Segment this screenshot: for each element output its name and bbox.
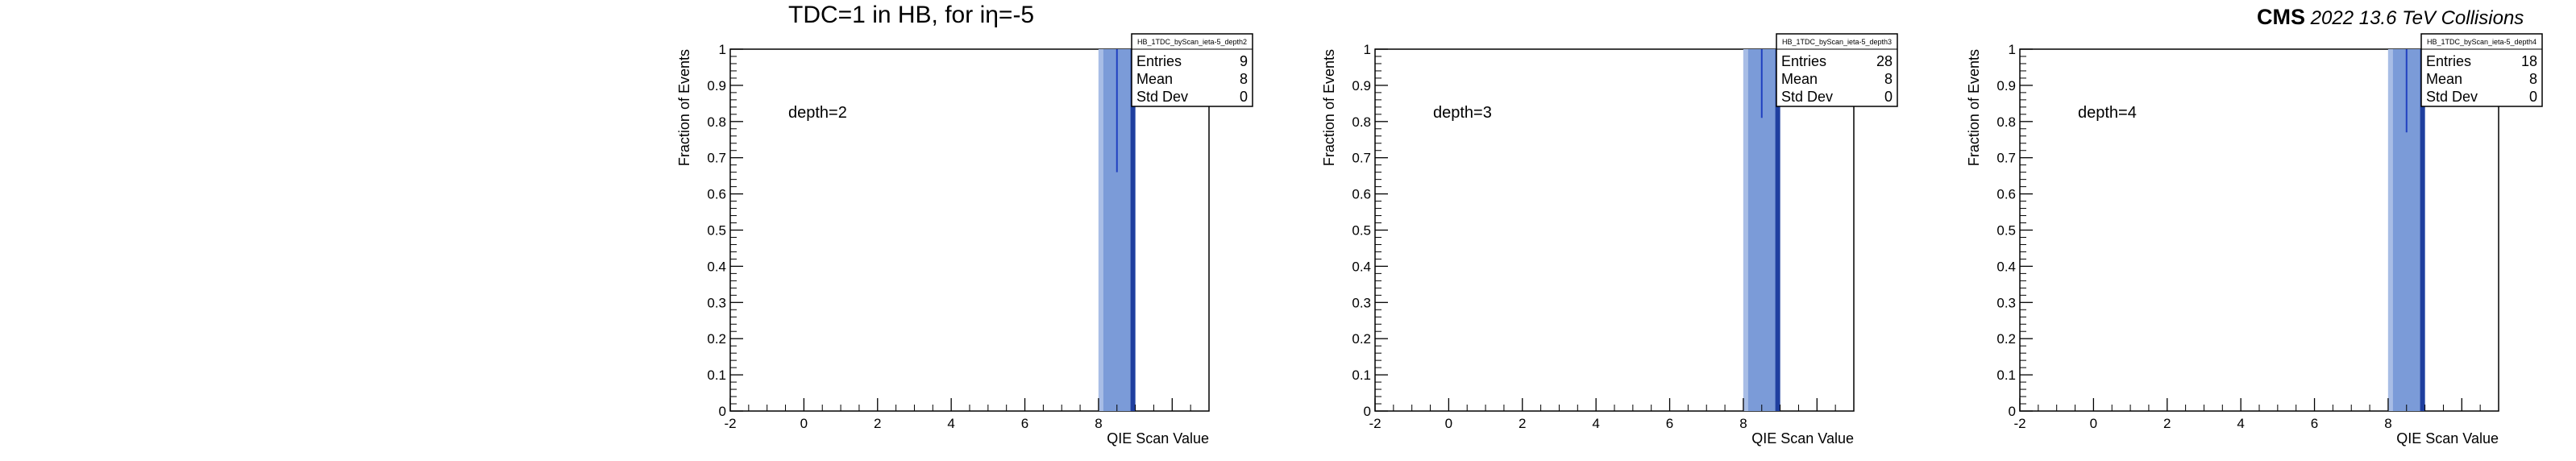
stats-label: Entries — [1136, 53, 1182, 69]
y-tick-label: 0.9 — [1352, 78, 1371, 93]
x-tick-label: 8 — [1095, 416, 1102, 431]
y-tick-label: 0.3 — [707, 295, 726, 310]
y-tick-label: 0.8 — [707, 114, 726, 130]
x-tick-label: -2 — [724, 416, 736, 431]
stats-label: Std Dev — [1781, 89, 1833, 105]
y-tick-label: 0 — [2009, 404, 2016, 419]
x-tick-label: 8 — [2384, 416, 2391, 431]
stats-value: 8 — [2529, 71, 2537, 87]
y-tick-label: 0.4 — [707, 259, 726, 274]
stats-value: 0 — [1240, 89, 1248, 105]
x-tick-label: 6 — [1666, 416, 1673, 431]
y-tick-label: 0.4 — [1996, 259, 2016, 274]
y-axis-title: Fraction of Events — [676, 49, 692, 166]
y-tick-label: 0.7 — [1996, 151, 2016, 166]
y-tick-label: 1 — [2009, 42, 2016, 57]
stats-value: 8 — [1884, 71, 1893, 87]
stats-label: Mean — [1781, 71, 1818, 87]
y-tick-label: 0.6 — [1352, 187, 1371, 202]
y-tick-label: 0.5 — [707, 223, 726, 239]
stats-box — [1776, 33, 1898, 107]
x-tick-label: 2 — [1519, 416, 1526, 431]
depth-annotation: depth=3 — [1433, 104, 1492, 122]
x-tick-label: 4 — [947, 416, 954, 431]
stats-box-title: HB_1TDC_byScan_ieta-5_depth4 — [2427, 38, 2537, 46]
y-tick-label: 0 — [719, 404, 726, 419]
bar-highlight — [1098, 49, 1103, 411]
y-tick-label: 0.2 — [1352, 331, 1371, 347]
x-tick-label: 0 — [2090, 416, 2097, 431]
y-tick-label: 0.1 — [1996, 368, 2016, 383]
y-tick-label: 1 — [719, 42, 726, 57]
stats-box-title: HB_1TDC_byScan_ieta-5_depth2 — [1137, 38, 1247, 46]
y-tick-label: 0.6 — [707, 187, 726, 202]
y-tick-label: 0.2 — [707, 331, 726, 347]
x-tick-label: 4 — [1592, 416, 1599, 431]
stats-value: 9 — [1240, 53, 1248, 69]
bar-edge — [1775, 49, 1780, 411]
x-tick-label: 2 — [2163, 416, 2171, 431]
depth-annotation: depth=2 — [788, 104, 847, 122]
bar-edge — [1130, 49, 1136, 411]
x-tick-label: 2 — [874, 416, 881, 431]
x-axis-title: QIE Scan Value — [1107, 430, 1209, 446]
stats-value: 0 — [1884, 89, 1893, 105]
y-tick-label: 0.9 — [1996, 78, 2016, 93]
bar-edge — [2420, 49, 2425, 411]
y-tick-label: 0 — [1364, 404, 1371, 419]
y-tick-label: 0.6 — [1996, 187, 2016, 202]
x-tick-label: 0 — [1445, 416, 1452, 431]
stats-box — [2420, 33, 2543, 107]
cms-sublabel: 2022 13.6 TeV Collisions — [2310, 7, 2524, 29]
y-tick-label: 0.1 — [707, 368, 726, 383]
stats-label: Entries — [2426, 53, 2471, 69]
stats-label: Mean — [1136, 71, 1173, 87]
y-tick-label: 0.8 — [1996, 114, 2016, 130]
depth-annotation: depth=4 — [2078, 104, 2137, 122]
x-axis-title: QIE Scan Value — [2396, 430, 2499, 446]
y-tick-label: 0.8 — [1352, 114, 1371, 130]
page-title: TDC=1 in HB, for iη=-5 — [788, 2, 1035, 28]
stats-box-title: HB_1TDC_byScan_ieta-5_depth3 — [1782, 38, 1892, 46]
x-axis-title: QIE Scan Value — [1751, 430, 1854, 446]
y-tick-label: 0.1 — [1352, 368, 1371, 383]
experiment-label: CMS 2022 13.6 TeV Collisions — [2257, 5, 2524, 30]
y-tick-label: 0.4 — [1352, 259, 1371, 274]
y-axis-title: Fraction of Events — [1966, 49, 1982, 166]
stats-value: 0 — [2529, 89, 2537, 105]
y-axis-title: Fraction of Events — [1321, 49, 1337, 166]
stats-label: Mean — [2426, 71, 2462, 87]
y-tick-label: 0.5 — [1352, 223, 1371, 239]
stats-label: Std Dev — [1136, 89, 1188, 105]
x-tick-label: 6 — [2311, 416, 2318, 431]
x-tick-label: 8 — [1739, 416, 1747, 431]
cms-label: CMS — [2257, 5, 2305, 29]
y-tick-label: 0.7 — [707, 151, 726, 166]
x-tick-label: 4 — [2237, 416, 2244, 431]
y-tick-label: 0.2 — [1996, 331, 2016, 347]
bar-highlight — [1743, 49, 1748, 411]
y-tick-label: 0.9 — [707, 78, 726, 93]
stats-value: 28 — [1876, 53, 1893, 69]
x-tick-label: 6 — [1021, 416, 1028, 431]
y-tick-label: 0.5 — [1996, 223, 2016, 239]
y-tick-label: 0.3 — [1352, 295, 1371, 310]
bar-highlight — [2387, 49, 2393, 411]
x-tick-label: -2 — [2013, 416, 2025, 431]
stats-box — [1131, 33, 1253, 107]
y-tick-label: 0.7 — [1352, 151, 1371, 166]
stats-value: 18 — [2521, 53, 2537, 69]
stats-label: Std Dev — [2426, 89, 2478, 105]
stats-label: Entries — [1781, 53, 1826, 69]
x-tick-label: 0 — [800, 416, 808, 431]
y-tick-label: 0.3 — [1996, 295, 2016, 310]
stats-value: 8 — [1240, 71, 1248, 87]
x-tick-label: -2 — [1369, 416, 1381, 431]
y-tick-label: 1 — [1364, 42, 1371, 57]
